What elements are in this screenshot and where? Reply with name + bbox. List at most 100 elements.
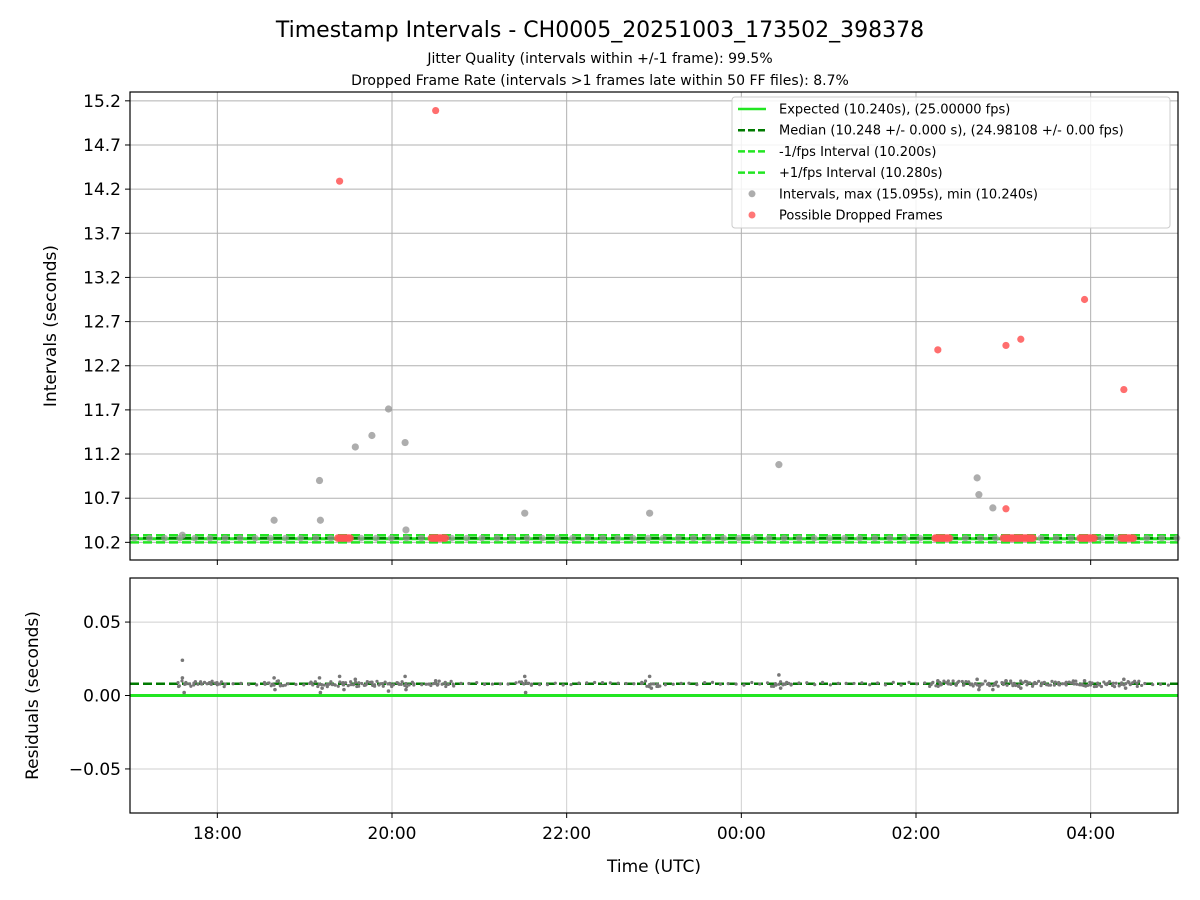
residual-dense-4-5 [527,681,531,685]
residual-base-67 [703,680,707,685]
interval-point-base-29 [569,534,576,542]
residual-dense-6-4 [778,680,783,684]
residual-dense-3-5 [436,682,440,686]
residual-dense-2-30 [372,684,377,688]
residual-point-22 [936,679,940,683]
residual-dense-0-16 [210,679,214,683]
residual-base-123 [1143,681,1147,686]
residual-dense-2-11 [330,683,334,687]
residual-dense-2-7 [322,683,326,687]
interval-point-base-22 [463,534,471,542]
residual-base-72 [742,683,746,687]
residual-dense-7-65 [1069,681,1073,685]
residual-point-28 [1082,679,1087,683]
residual-base-53 [593,680,597,685]
residual-dense-7-11 [951,679,955,683]
legend-label-4: Intervals, max (15.095s), min (10.240s) [779,187,1038,202]
residual-dense-7-19 [968,683,972,687]
interval-point-base-68 [1158,534,1166,542]
interval-point-base-15 [357,534,365,542]
residual-dense-3-10 [446,682,450,687]
residual-base-71 [734,682,738,686]
interval-point-base-61 [1052,534,1060,542]
top-ylabel: Intervals (seconds) [41,245,61,407]
bottom-xtick-label-3: 00:00 [717,824,766,844]
residual-point-18 [647,674,652,679]
residual-dense-3-7 [440,682,444,686]
residual-dense-7-29 [991,683,995,688]
residual-dense-7-83 [1108,680,1112,684]
residual-base-68 [710,680,715,685]
interval-point-13 [975,491,983,499]
interval-point-base-37 [689,534,697,542]
top-ytick-label-9: 14.7 [83,136,121,156]
residual-dense-7-10 [949,682,953,686]
residual-dense-7-28 [988,683,992,688]
dropped-frame-point-1 [432,106,440,115]
residual-base-70 [726,682,730,686]
dropped-frame-point-5 [1080,295,1089,304]
residual-point-1 [180,676,185,680]
interval-point-base-47 [841,534,848,542]
residual-dense-2-14 [338,680,342,684]
interval-point-base-34 [644,534,652,542]
residual-base-90 [883,683,888,687]
residual-dense-7-2 [931,680,935,684]
residual-dense-6-3 [777,682,781,686]
residual-dense-0-2 [180,679,184,683]
residual-point-8 [337,674,342,679]
residual-base-10 [255,683,259,687]
residual-dense-7-68 [1075,682,1079,686]
residual-dense-7-34 [1002,681,1006,685]
residual-dense-7-16 [961,683,966,687]
residual-dense-7-75 [1090,681,1094,685]
residual-base-47 [545,683,550,687]
residual-dense-2-23 [357,684,361,688]
residual-dense-6-8 [787,681,791,685]
residual-dense-2-40 [395,680,399,685]
residual-dense-7-94 [1133,679,1137,683]
interval-point-base-42 [765,534,773,542]
legend-label-5: Possible Dropped Frames [779,209,943,224]
residual-dense-0-8 [193,680,198,684]
interval-point-base-49 [871,534,879,542]
legend-label-3: +1/fps Interval (10.280s) [779,166,943,181]
bottom-xlabel: Time (UTC) [606,857,701,877]
residual-dense-2-17 [343,681,348,685]
dropped-frame-point-4 [1017,335,1025,343]
residual-base-31 [420,683,424,687]
top-ytick-label-6: 13.2 [83,268,121,288]
residual-base-92 [899,683,903,687]
interval-point-base-4 [191,534,199,542]
interval-point-base-45 [810,534,818,542]
top-ytick-label-1: 10.7 [83,489,121,509]
residual-point-7 [320,686,324,690]
residual-dense-0-1 [177,684,181,688]
residual-base-36 [459,681,463,685]
dropped-frame-cluster-2-8 [945,534,953,542]
residual-dense-2-48 [412,682,416,686]
dropped-frame-cluster-5-7 [1129,534,1138,542]
residual-point-9 [342,687,346,692]
residual-dense-7-12 [954,682,958,687]
residual-dense-7-60 [1057,683,1062,687]
bottom-ytick-label-2: 0.05 [83,613,121,633]
residual-base-9 [247,682,251,687]
residual-base-43 [514,681,518,685]
dropped-frame-cluster-1-8 [441,534,450,542]
interval-point-base-50 [886,534,894,542]
bottom-xtick-label-1: 20:00 [368,824,417,844]
interval-point-10 [646,509,654,517]
interval-point-base-17 [387,534,395,542]
interval-point-base-0 [130,534,138,542]
residual-base-63 [671,682,675,686]
interval-point-base-44 [795,534,803,542]
residual-dense-0-6 [189,684,193,688]
residual-dense-7-18 [967,680,971,684]
interval-point-base-32 [614,534,622,542]
residual-dense-1-6 [276,679,281,683]
residual-base-80 [805,681,809,685]
residual-dense-0-4 [184,682,189,686]
interval-point-3 [316,516,324,524]
residual-dense-7-77 [1094,684,1099,689]
